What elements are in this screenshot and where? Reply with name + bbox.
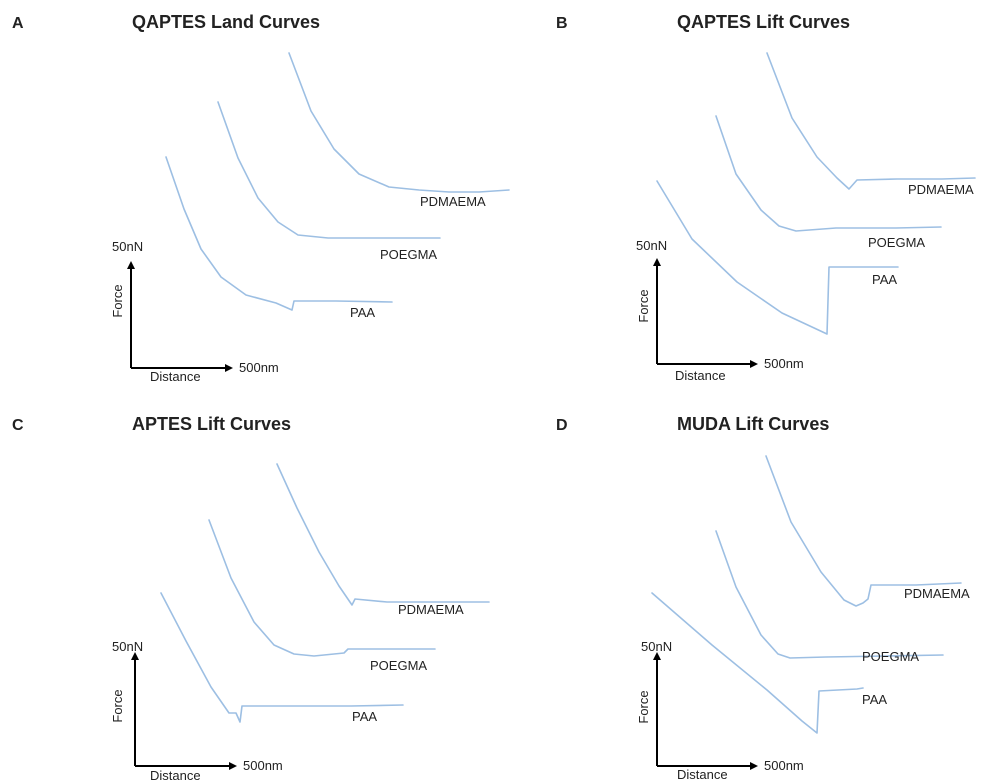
- series-label: PDMAEMA: [420, 194, 486, 209]
- x-axis-arrow: [750, 762, 758, 770]
- series-line-poegma: [208, 519, 436, 657]
- y-axis-arrow: [127, 261, 135, 269]
- series-line-paa: [656, 180, 899, 335]
- series-label: PDMAEMA: [904, 586, 970, 601]
- y-axis-label: Force: [636, 289, 651, 322]
- x-scale-label: 500nm: [243, 758, 283, 773]
- series-line-pdmaema: [276, 463, 490, 606]
- x-axis-label: Distance: [675, 368, 726, 383]
- panel-title: MUDA Lift Curves: [677, 414, 829, 434]
- y-axis-label: Force: [110, 689, 125, 722]
- y-axis-arrow: [131, 652, 139, 660]
- series-line-paa: [165, 156, 393, 311]
- x-axis-arrow: [229, 762, 237, 770]
- panel-a: A QAPTES Land Curves PDMAEMA POEGMA PAA 50nN F…: [12, 12, 510, 384]
- x-axis-arrow: [750, 360, 758, 368]
- series-label: PAA: [872, 272, 897, 287]
- series-line-poegma: [715, 115, 942, 232]
- x-scale-label: 500nm: [764, 758, 804, 773]
- panel-letter: D: [556, 417, 568, 434]
- panel-letter: B: [556, 15, 568, 32]
- panel-letter: C: [12, 417, 24, 434]
- y-scale-label: 50nN: [641, 639, 672, 654]
- panel-title: QAPTES Lift Curves: [677, 12, 850, 32]
- series-line-pdmaema: [765, 455, 962, 607]
- x-scale-label: 500nm: [764, 356, 804, 371]
- y-scale-label: 50nN: [112, 239, 143, 254]
- y-axis-arrow: [653, 258, 661, 266]
- y-axis-label: Force: [110, 284, 125, 317]
- panel-title: QAPTES Land Curves: [132, 12, 320, 32]
- x-scale-label: 500nm: [239, 360, 279, 375]
- panel-b: B QAPTES Lift Curves PDMAEMA POEGMA PAA 50nN F…: [556, 12, 976, 383]
- series-label: PDMAEMA: [398, 602, 464, 617]
- x-axis-label: Distance: [150, 768, 201, 783]
- series-label: PDMAEMA: [908, 182, 974, 197]
- series-label: POEGMA: [868, 235, 925, 250]
- series-line-pdmaema: [766, 52, 976, 190]
- series-line-paa: [160, 592, 404, 723]
- panel-letter: A: [12, 15, 24, 32]
- series-label: PAA: [352, 709, 377, 724]
- y-scale-label: 50nN: [636, 238, 667, 253]
- series-label: PAA: [350, 305, 375, 320]
- panel-c: C APTES Lift Curves PDMAEMA POEGMA PAA 50nN Fo…: [12, 414, 490, 783]
- series-line-poegma: [217, 101, 441, 239]
- series-line-pdmaema: [288, 52, 510, 193]
- series-label: POEGMA: [380, 247, 437, 262]
- y-axis-arrow: [653, 652, 661, 660]
- y-scale-label: 50nN: [112, 639, 143, 654]
- y-axis-label: Force: [636, 690, 651, 723]
- x-axis-arrow: [225, 364, 233, 372]
- series-label: PAA: [862, 692, 887, 707]
- series-line-paa: [651, 592, 864, 734]
- panel-d: D MUDA Lift Curves PDMAEMA POEGMA PAA 50nN For…: [556, 414, 970, 782]
- panel-title: APTES Lift Curves: [132, 414, 291, 434]
- x-axis-label: Distance: [150, 369, 201, 384]
- series-line-poegma: [715, 530, 944, 659]
- series-label: POEGMA: [862, 649, 919, 664]
- series-label: POEGMA: [370, 658, 427, 673]
- x-axis-label: Distance: [677, 767, 728, 782]
